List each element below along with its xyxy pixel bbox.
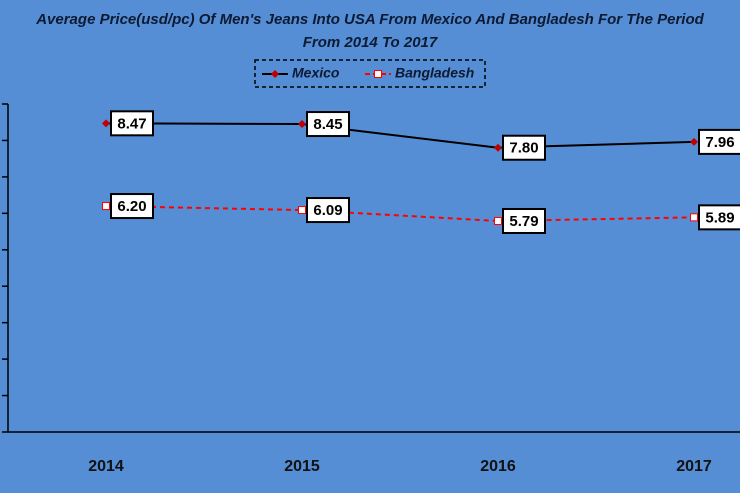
data-label: 7.96 [705, 134, 734, 151]
legend-marker [271, 70, 279, 78]
data-label: 5.89 [705, 209, 734, 226]
legend-box [254, 59, 486, 88]
data-label-box [502, 134, 546, 161]
legend-marker [374, 70, 382, 78]
marker [298, 120, 306, 129]
x-tick-label: 2016 [480, 458, 516, 475]
series-line [105, 205, 695, 222]
data-label-box [110, 193, 154, 220]
data-label-box [698, 204, 740, 231]
x-tick-label: 2014 [88, 458, 124, 475]
marker [298, 206, 306, 215]
data-label-box [306, 197, 350, 224]
legend-label: Bangladesh [395, 65, 474, 81]
marker [690, 213, 698, 222]
legend-label: Mexico [292, 65, 340, 81]
series-line [105, 122, 695, 149]
data-label-box [502, 207, 546, 234]
data-label-box [698, 128, 740, 155]
marker [494, 143, 502, 152]
marker [690, 137, 698, 146]
data-label-box [306, 111, 350, 138]
data-label: 8.47 [117, 115, 146, 132]
data-label: 6.20 [117, 198, 146, 215]
data-label: 6.09 [313, 202, 342, 219]
marker [102, 202, 110, 211]
data-label: 7.80 [509, 140, 538, 157]
x-tick-label: 2017 [676, 458, 712, 475]
data-label-box [110, 110, 154, 137]
marker [494, 216, 502, 225]
marker [102, 119, 110, 128]
chart-title: Average Price(usd/pc) Of Men's Jeans Int… [36, 11, 704, 51]
x-tick-label: 2015 [284, 458, 320, 475]
data-label: 5.79 [509, 213, 538, 230]
data-label: 8.45 [313, 116, 342, 133]
